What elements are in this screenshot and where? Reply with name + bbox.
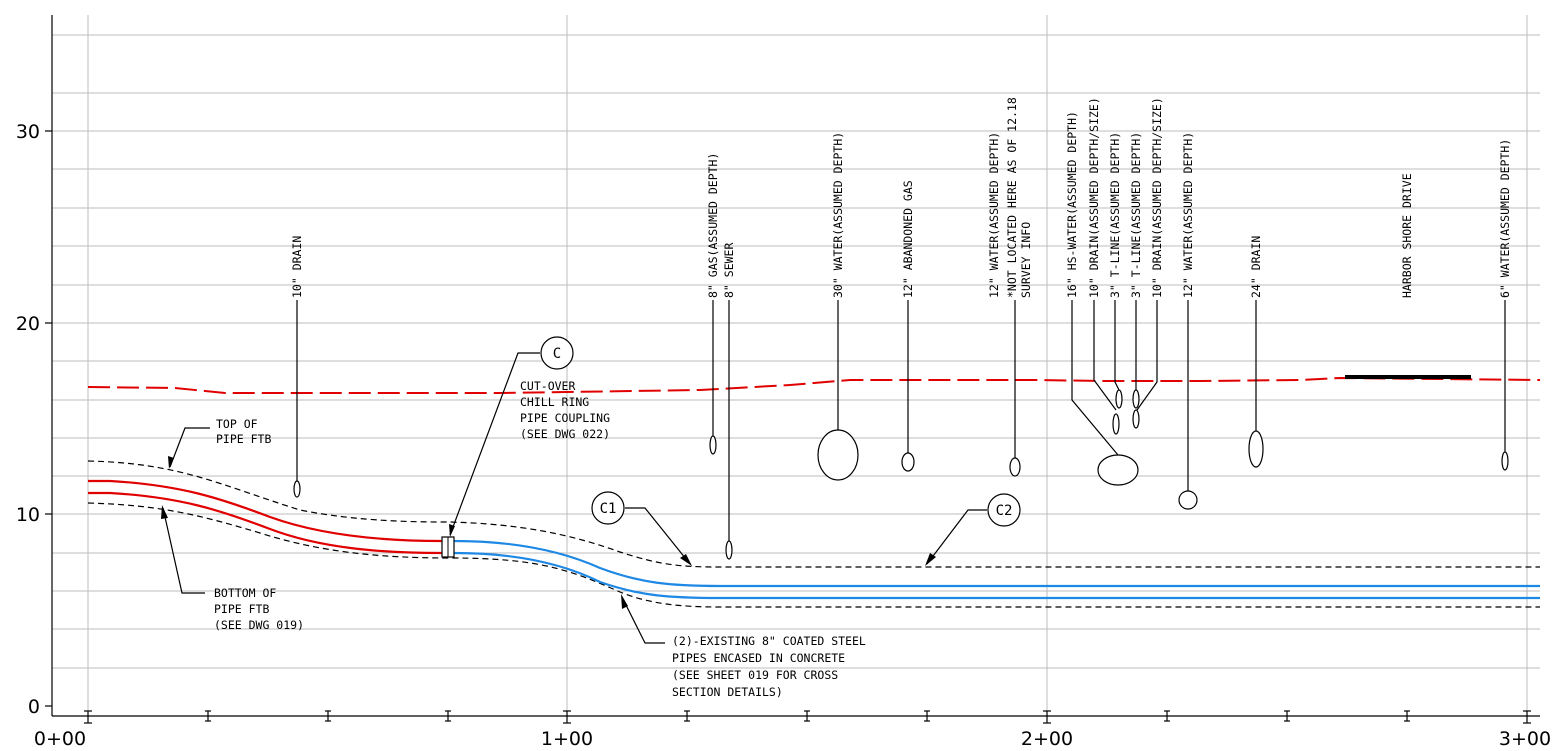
callout-c1-circle	[591, 491, 625, 525]
callout-c1-tag: C1	[600, 501, 617, 517]
harbor-shore-drive-pavement	[1345, 375, 1471, 379]
bottom-of-pipe-callout: BOTTOM OF PIPE FTB (SEE DWG 019)	[161, 505, 304, 632]
utility-pipe-symbol	[1248, 430, 1264, 468]
callout-c-text: CHILL RING	[520, 395, 589, 409]
utility-leader	[1136, 300, 1158, 411]
utility-label: 8" SEWER	[722, 243, 736, 298]
existing-pipes-text: PIPES ENCASED IN CONCRETE	[672, 651, 845, 665]
arrowhead	[161, 505, 168, 519]
utility-symbols	[293, 300, 1509, 560]
callout-c-text: PIPE COUPLING	[520, 411, 610, 425]
y-tick-label: 0	[28, 696, 40, 718]
callout-c2-tag: C2	[996, 503, 1013, 519]
existing-pipes-text: SECTION DETAILS)	[672, 685, 783, 699]
y-tick-label: 20	[16, 313, 40, 335]
utility-pipe-symbol	[1009, 457, 1021, 477]
x-tick-label: 1+00	[541, 728, 593, 750]
callout-c-circle	[540, 336, 574, 370]
proposed-pipe-top	[88, 479, 443, 543]
x-tick-label: 3+00	[1499, 728, 1551, 750]
bottom-of-pipe-text: (SEE DWG 019)	[214, 618, 304, 632]
arrowhead	[168, 456, 174, 469]
utility-pipe-symbol	[1115, 389, 1123, 409]
bottom-of-pipe-dashed	[87, 502, 1540, 608]
arrowhead	[680, 554, 692, 566]
utility-pipe-symbol	[1501, 451, 1509, 471]
utility-label: 10" DRAIN(ASSUMED DEPTH/SIZE)	[1150, 97, 1164, 298]
y-tick-label: 30	[16, 121, 40, 143]
utility-label: *NOT LOCATED HERE AS OF 12.18	[1005, 97, 1019, 298]
utility-label: 12" WATER(ASSUMED DEPTH)	[987, 132, 1001, 298]
utility-label: 30" WATER(ASSUMED DEPTH)	[831, 132, 845, 298]
existing-pipe-bottom	[453, 551, 1540, 600]
callout-c-text: (SEE DWG 022)	[520, 427, 610, 441]
x-minor-ticks	[84, 710, 1531, 724]
existing-pipes-callout: (2)-EXISTING 8" COATED STEEL PIPES ENCAS…	[621, 594, 866, 699]
utility-leader	[1071, 300, 1119, 456]
utility-label: 3" T-LINE(ASSUMED DEPTH)	[1129, 132, 1143, 298]
callout-c-text: CUT-OVER	[520, 379, 575, 393]
existing-pipes	[453, 539, 1540, 600]
arrowhead	[449, 524, 455, 537]
utility-pipe-symbol	[709, 435, 717, 455]
top-of-pipe-text: TOP OF	[216, 417, 258, 431]
utility-label: 16" HS-WATER(ASSUMED DEPTH)	[1065, 111, 1079, 298]
utility-pipe-symbol	[901, 452, 915, 472]
utility-label: 10" DRAIN(ASSUMED DEPTH/SIZE)	[1087, 97, 1101, 298]
axes	[45, 15, 1540, 717]
arrowhead	[925, 553, 936, 566]
bottom-of-pipe-text: PIPE FTB	[214, 602, 269, 616]
existing-pipes-text: (2)-EXISTING 8" COATED STEEL	[672, 634, 866, 648]
x-tick-label: 0+00	[34, 728, 86, 750]
bottom-of-pipe-leader	[162, 507, 205, 594]
utility-labels: 10" DRAIN 8" GAS(ASSUMED DEPTH) 8" SEWER…	[290, 97, 1512, 298]
callout-c1-leader	[625, 507, 691, 565]
callout-c: C CUT-OVER CHILL RING PIPE COUPLING (SEE…	[449, 336, 610, 537]
existing-pipe-top	[453, 539, 1540, 588]
callout-c1: C1	[591, 491, 692, 566]
utility-label: 12" ABANDONED GAS	[901, 180, 915, 298]
top-of-pipe-callout: TOP OF PIPE FTB	[168, 417, 271, 469]
proposed-pipes	[88, 479, 443, 555]
utility-label: 3" T-LINE(ASSUMED DEPTH)	[1108, 132, 1122, 298]
existing-ground-line	[87, 376, 1541, 394]
grid	[52, 15, 1540, 716]
y-tick-label: 10	[16, 504, 40, 526]
utility-label: 12" WATER(ASSUMED DEPTH)	[1181, 132, 1195, 298]
utility-pipe-symbol	[725, 540, 733, 560]
utility-leader	[1093, 300, 1117, 411]
callout-c2-leader	[926, 509, 987, 565]
utility-label: HARBOR SHORE DRIVE	[1400, 173, 1414, 298]
utility-pipe-symbol	[1097, 454, 1139, 486]
utility-pipe-symbol	[293, 480, 301, 498]
existing-pipes-text: (SEE SHEET 019 FOR CROSS	[672, 668, 838, 682]
utility-pipe-symbol	[1132, 409, 1140, 429]
utility-leader	[1114, 300, 1120, 391]
callout-c2: C2	[925, 493, 1021, 566]
callout-c-tag: C	[553, 346, 561, 362]
bottom-of-pipe-text: BOTTOM OF	[214, 586, 276, 600]
utility-label: 10" DRAIN	[290, 236, 304, 298]
callout-c-leader	[449, 352, 540, 536]
utility-label: 8" GAS(ASSUMED DEPTH)	[706, 153, 720, 298]
utility-pipe-symbol	[1132, 389, 1140, 409]
proposed-pipe-bottom	[88, 491, 443, 555]
arrowhead	[621, 594, 628, 609]
utility-pipe-symbol	[1178, 490, 1198, 510]
top-of-pipe-leader	[169, 427, 210, 468]
pipe-envelope	[87, 460, 1540, 608]
x-tick-label: 2+00	[1021, 728, 1073, 750]
utility-pipe-symbol	[1112, 413, 1120, 435]
utility-label: 24" DRAIN	[1249, 236, 1263, 298]
existing-pipes-leader	[621, 596, 665, 644]
top-of-pipe-text: PIPE FTB	[216, 432, 271, 446]
callout-c2-circle	[987, 493, 1021, 527]
utility-label: 6" WATER(ASSUMED DEPTH)	[1498, 139, 1512, 298]
utility-pipe-symbol	[817, 429, 859, 481]
utility-label: SURVEY INFO	[1019, 222, 1033, 298]
